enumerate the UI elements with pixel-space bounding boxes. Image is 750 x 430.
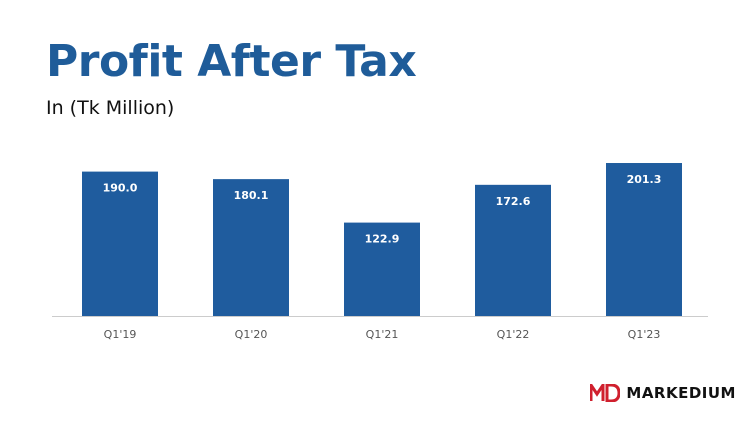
data-label-2: 122.9	[365, 233, 400, 246]
data-label-1: 180.1	[234, 189, 269, 202]
data-label-3: 172.6	[496, 195, 531, 208]
bar-1	[213, 179, 289, 316]
bar-0	[82, 171, 158, 316]
brand-name: MARKEDIUM	[626, 384, 736, 402]
x-tick-label-1: Q1'20	[235, 328, 268, 341]
x-tick-label-3: Q1'22	[497, 328, 530, 341]
data-label-0: 190.0	[103, 182, 138, 195]
bar-2	[344, 222, 420, 316]
x-tick-labels-group: Q1'19 Q1'20 Q1'21 Q1'22 Q1'23	[104, 328, 661, 341]
data-label-4: 201.3	[627, 173, 662, 186]
chart-title: Profit After Tax	[46, 36, 417, 87]
markedium-logo-icon	[590, 384, 621, 402]
x-tick-label-4: Q1'23	[628, 328, 661, 341]
bar-3	[475, 184, 551, 316]
bars-group	[82, 163, 682, 316]
chart-subtitle: In (Tk Million)	[46, 97, 175, 119]
brand-logo: MARKEDIUM	[590, 384, 736, 402]
x-tick-label-2: Q1'21	[366, 328, 399, 341]
bar-4	[606, 163, 682, 316]
x-tick-label-0: Q1'19	[104, 328, 137, 341]
data-labels-group: 190.0 180.1 122.9 172.6 201.3	[103, 173, 662, 246]
